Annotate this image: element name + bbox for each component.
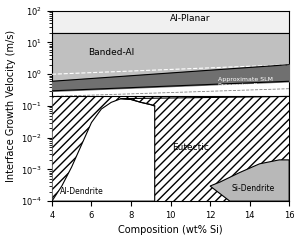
- Polygon shape: [210, 160, 289, 201]
- Text: Approximate SLM
Processing Range: Approximate SLM Processing Range: [218, 77, 273, 88]
- Text: Banded-Al: Banded-Al: [88, 47, 134, 57]
- Text: Eutectic: Eutectic: [172, 143, 209, 152]
- Text: Al-Planar: Al-Planar: [170, 14, 211, 23]
- X-axis label: Composition (wt% Si): Composition (wt% Si): [118, 225, 223, 235]
- Y-axis label: Interface Growth Velocity (m/s): Interface Growth Velocity (m/s): [6, 30, 16, 182]
- Text: Si-Dendrite: Si-Dendrite: [232, 184, 275, 193]
- Polygon shape: [52, 99, 155, 201]
- Text: Al-Dendrite: Al-Dendrite: [60, 187, 104, 196]
